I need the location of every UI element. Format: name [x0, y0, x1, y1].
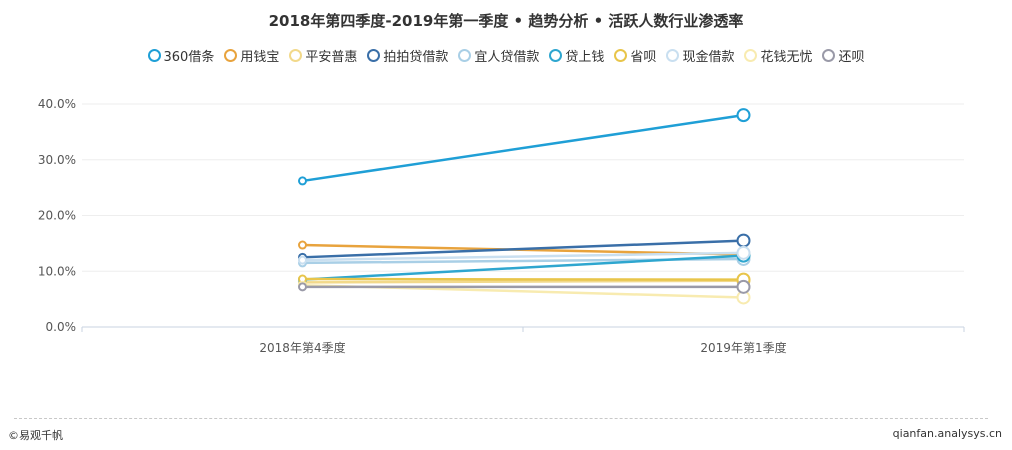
- data-point: [298, 282, 307, 292]
- chart-legend: 360借条 用钱宝 平安普惠 拍拍贷借款 宜人贷借款 贷上钱 省呗 现金借款 花钱无忧 还呗: [0, 46, 1012, 65]
- legend-swatch: [367, 49, 381, 62]
- legend-item[interactable]: 花钱无忧: [744, 46, 812, 65]
- legend-swatch: [666, 49, 680, 62]
- data-point: [736, 233, 751, 248]
- legend-label: 拍拍贷借款: [383, 50, 449, 65]
- legend-swatch: [549, 49, 563, 62]
- series-line: [302, 251, 744, 262]
- y-tick-label: 0.0%: [46, 320, 77, 334]
- legend-item[interactable]: 拍拍贷借款: [367, 46, 448, 65]
- legend-label: 宜人贷借款: [474, 50, 540, 65]
- data-point: [736, 245, 751, 260]
- legend-item[interactable]: 360借条: [147, 46, 215, 65]
- series-line: [302, 277, 744, 281]
- data-point: [298, 255, 307, 265]
- legend-swatch: [458, 49, 472, 62]
- footer-divider: [14, 418, 988, 419]
- legend-item[interactable]: 还呗: [822, 46, 864, 65]
- legend-swatch: [822, 49, 836, 62]
- legend-label: 花钱无忧: [760, 50, 813, 65]
- legend-item[interactable]: 平安普惠: [289, 46, 357, 65]
- legend-item[interactable]: 贷上钱: [549, 46, 604, 65]
- data-point: [736, 279, 751, 294]
- legend-swatch: [614, 49, 628, 62]
- legend-item[interactable]: 用钱宝: [224, 46, 279, 65]
- series-line: [302, 113, 744, 183]
- legend-swatch: [289, 49, 303, 62]
- x-tick-label: 2019年第1季度: [700, 340, 786, 355]
- x-tick-label: 2018年第4季度: [259, 340, 345, 355]
- legend-item[interactable]: 省呗: [614, 46, 656, 65]
- legend-swatch: [147, 49, 161, 62]
- legend-label: 还呗: [838, 50, 865, 65]
- y-tick-label: 30.0%: [38, 153, 76, 167]
- legend-label: 贷上钱: [565, 50, 605, 65]
- data-point: [298, 176, 307, 186]
- y-tick-label: 10.0%: [38, 264, 76, 278]
- series-line: [302, 279, 744, 284]
- footer-copyright: ©易观千帆: [8, 429, 63, 442]
- legend-item[interactable]: 现金借款: [666, 46, 734, 65]
- legend-item[interactable]: 宜人贷借款: [458, 46, 539, 65]
- legend-swatch: [744, 49, 758, 62]
- series-line: [302, 239, 744, 259]
- legend-label: 现金借款: [682, 50, 735, 65]
- y-tick-label: 20.0%: [38, 209, 76, 223]
- legend-label: 360借条: [163, 50, 215, 65]
- chart-plot: 0.0% 10.0% 20.0% 30.0% 40.0% 2018年第4季度 2019年第1…: [38, 97, 965, 355]
- chart-title: 2018年第四季度-2019年第一季度 • 趋势分析 • 活跃人数行业渗透率: [268, 12, 744, 30]
- data-point: [736, 108, 751, 123]
- series-line: [302, 254, 744, 281]
- legend-label: 用钱宝: [240, 50, 280, 65]
- footer-website: qianfan.analysys.cn: [892, 427, 1002, 440]
- data-point: [298, 240, 307, 250]
- legend-label: 平安普惠: [305, 50, 358, 65]
- legend-swatch: [224, 49, 238, 62]
- y-tick-label: 40.0%: [38, 97, 76, 111]
- legend-label: 省呗: [630, 50, 657, 65]
